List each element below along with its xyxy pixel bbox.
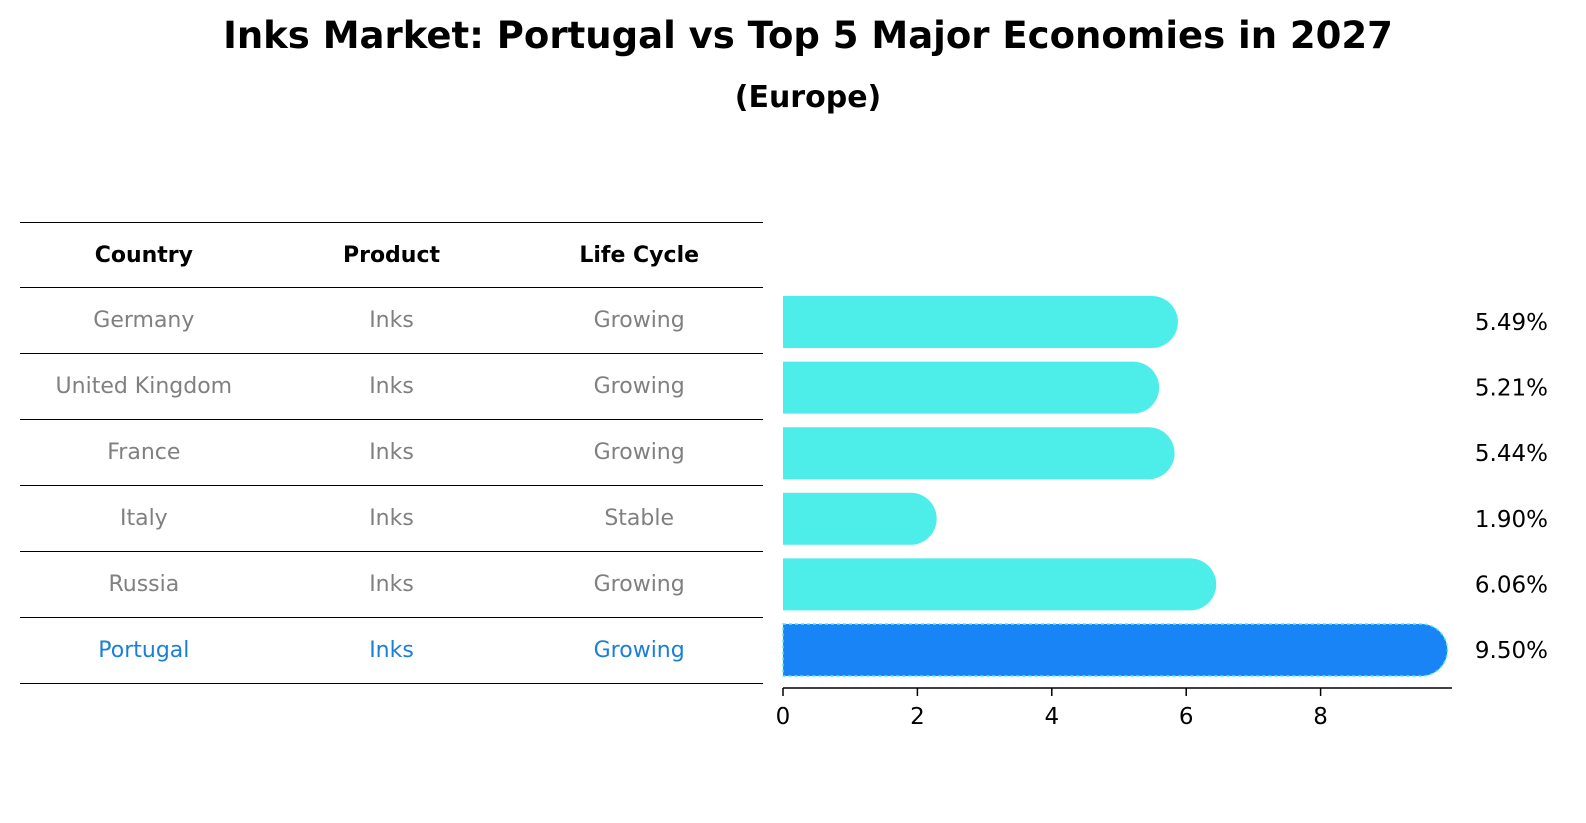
- bar-france: [783, 427, 1175, 480]
- life-cycle-cell: Growing: [593, 440, 685, 465]
- x-tick-label: 8: [1313, 704, 1328, 730]
- value-label: 6.06%: [1475, 572, 1548, 598]
- life-cycle-cell: Growing: [593, 572, 685, 597]
- country-cell: Portugal: [98, 638, 190, 663]
- product-cell: Inks: [369, 638, 414, 663]
- life-cycle-cell: Growing: [593, 374, 685, 399]
- market-table: Country Product Life Cycle Germany Inks …: [20, 222, 763, 684]
- bar-germany: [783, 296, 1178, 348]
- product-cell: Inks: [369, 374, 414, 399]
- header-country: Country: [94, 242, 193, 268]
- life-cycle-cell: Growing: [593, 638, 685, 663]
- country-cell: France: [107, 440, 181, 465]
- x-tick-label: 4: [1044, 704, 1059, 730]
- value-label: 5.21%: [1475, 376, 1548, 402]
- value-label: 5.44%: [1475, 441, 1548, 467]
- header-life-cycle: Life Cycle: [579, 242, 700, 268]
- table-row-highlighted: Portugal Inks Growing: [20, 618, 763, 684]
- bar-russia: [783, 558, 1217, 611]
- x-tick-label: 6: [1179, 704, 1194, 730]
- chart-title: Inks Market: Portugal vs Top 5 Major Eco…: [223, 14, 1393, 57]
- header-product: Product: [342, 242, 441, 268]
- table-header-row: Country Product Life Cycle: [20, 222, 763, 288]
- value-label: 5.49%: [1475, 310, 1548, 336]
- product-cell: Inks: [369, 572, 414, 597]
- country-cell: Russia: [108, 572, 180, 597]
- table-row: United Kingdom Inks Growing: [20, 354, 763, 420]
- country-cell: Italy: [119, 506, 168, 531]
- life-cycle-cell: Growing: [593, 308, 685, 333]
- product-cell: Inks: [369, 506, 414, 531]
- product-cell: Inks: [369, 308, 414, 333]
- bar-united-kingdom: [783, 361, 1160, 414]
- product-cell: Inks: [369, 440, 414, 465]
- country-cell: Germany: [93, 308, 195, 333]
- value-label: 1.90%: [1475, 507, 1548, 533]
- chart-subtitle: (Europe): [734, 80, 882, 115]
- life-cycle-cell: Stable: [604, 506, 675, 531]
- value-label: 9.50%: [1475, 638, 1548, 664]
- bar-italy: [783, 492, 937, 545]
- table-row: Germany Inks Growing: [20, 288, 763, 354]
- bar-portugal: [782, 623, 1449, 677]
- x-tick-label: 0: [776, 704, 791, 730]
- table-row: France Inks Growing: [20, 420, 763, 486]
- table-row: Russia Inks Growing: [20, 552, 763, 618]
- x-tick-label: 2: [910, 704, 925, 730]
- country-cell: United Kingdom: [55, 374, 233, 399]
- table-row: Italy Inks Stable: [20, 486, 763, 552]
